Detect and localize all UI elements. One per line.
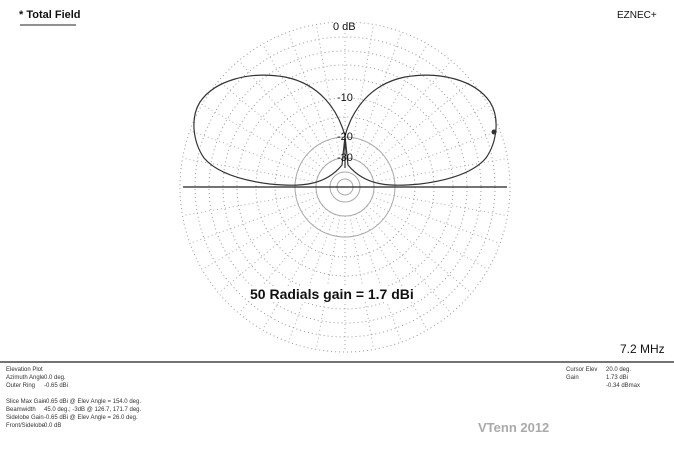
grid-spoke (372, 196, 501, 244)
grid-spoke (315, 215, 341, 350)
grid-spoke (363, 208, 452, 314)
info-value: 0.0 deg. (44, 375, 66, 381)
grid-spoke (359, 43, 428, 163)
grid-spoke (189, 130, 318, 178)
grid-spoke (218, 205, 324, 294)
grid-spoke (189, 196, 318, 244)
blank-box (560, 430, 660, 453)
info-value: 45.0 deg.; -3dB @ 126.7, 171.7 deg. (44, 407, 142, 413)
grid-spoke (238, 60, 327, 166)
grid-spoke (366, 205, 472, 294)
grid-spoke (373, 157, 508, 183)
grid-spoke (349, 215, 375, 350)
grid-spoke (201, 201, 321, 270)
ring-label: 0 dB (333, 21, 356, 33)
info-value: -0.65 dBi @ Elev Angle = 26.0 deg. (44, 415, 138, 421)
info-value: 20.0 deg. (606, 367, 632, 373)
grid-spoke (262, 43, 331, 163)
grid-spoke (349, 24, 375, 159)
grid-spoke (201, 104, 321, 173)
brand: EZNEC+ (617, 10, 657, 21)
info-value: 0.0 dB (44, 423, 62, 429)
grid-spoke (288, 214, 336, 343)
grid-spoke (315, 24, 341, 159)
info-label: Cursor Elev (566, 367, 598, 373)
info-title: Elevation Plot (6, 367, 43, 373)
grid-spoke (218, 80, 324, 169)
info-label: Sidelobe Gain (6, 415, 44, 421)
grid-spoke (288, 31, 336, 160)
grid-spoke (182, 191, 317, 217)
info-value: 1.73 dBi (606, 375, 629, 381)
info-value: -0.65 dBi @ Elev Angle = 154.0 deg. (44, 399, 141, 405)
grid-spoke (366, 80, 472, 169)
info-label: Outer Ring (6, 383, 36, 389)
grid-spoke (369, 104, 489, 173)
grid-spoke (262, 211, 331, 331)
ring-label: -10 (337, 92, 353, 104)
radiation-pattern (193, 74, 497, 186)
info-label: Azimuth Angle (6, 375, 45, 381)
info-label: Beamwidth (6, 407, 36, 413)
grid-spoke (363, 60, 452, 166)
grid-ring (179, 21, 511, 353)
grid-spoke (354, 214, 402, 343)
info-value: -0.34 dBmax (606, 383, 641, 389)
info-label: Front/Sidelobe (6, 423, 46, 429)
cursor-marker (491, 129, 497, 135)
ring-label: -20 (337, 131, 353, 143)
grid-spoke (359, 211, 428, 331)
grid-spoke (372, 130, 501, 178)
footer: VTenn 2012 (478, 420, 550, 435)
grid-spoke (354, 31, 402, 160)
info-label: Slice Max Gain (6, 399, 47, 405)
info-value: -0.65 dBi (44, 383, 69, 389)
info-label: Gain (566, 375, 579, 381)
ring-label: -30 (337, 152, 353, 164)
grid-spoke (369, 201, 489, 270)
annotation: 50 Radials gain = 1.7 dBi (250, 286, 414, 302)
grid-spoke (238, 208, 327, 314)
grid-spoke (182, 157, 317, 183)
grid-spoke (373, 191, 508, 217)
title: * Total Field (19, 9, 81, 21)
frequency: 7.2 MHz (620, 342, 665, 356)
